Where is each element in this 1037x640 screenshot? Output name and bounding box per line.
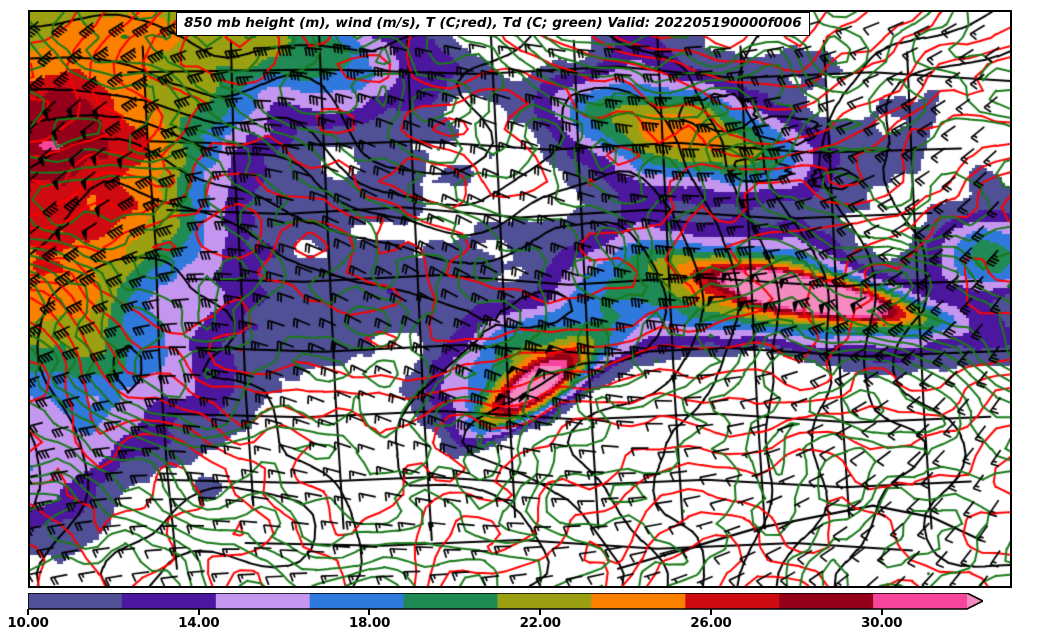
colorbar-tick-mark — [27, 609, 29, 615]
colorbar-strip — [28, 593, 983, 610]
colorbar-tick-label: 30.00 — [861, 615, 903, 631]
colorbar-tick-mark — [368, 609, 371, 615]
colorbar-tick-label: 14.00 — [178, 615, 220, 631]
map-plot-area — [28, 10, 1012, 588]
weather-map-canvas — [30, 12, 1010, 586]
colorbar-tick-label: 22.00 — [519, 615, 562, 631]
colorbar-tick-mark — [197, 609, 200, 615]
colorbar-tick-mark — [709, 609, 712, 615]
colorbar-tick-label: 26.00 — [690, 615, 732, 631]
colorbar-tick-label: 10.00 — [7, 615, 49, 631]
colorbar-tick-mark — [880, 609, 883, 615]
colorbar-tick-label: 18.00 — [348, 615, 391, 631]
map-title: 850 mb height (m), wind (m/s), T (C;red)… — [176, 12, 810, 36]
colorbar: 10.00 14.00 18.00 22.00 26.00 30.00 — [0, 590, 1037, 640]
colorbar-tick-mark — [539, 609, 542, 615]
colorbar-tick-labels: 10.00 14.00 18.00 22.00 26.00 30.00 — [0, 593, 1037, 633]
